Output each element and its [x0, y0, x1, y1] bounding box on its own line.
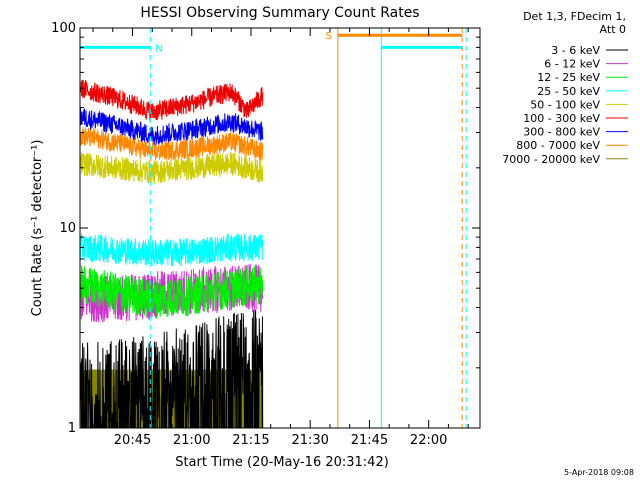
y-tick-label: 10 [59, 221, 76, 236]
legend-label: 100 - 300 keV [523, 112, 600, 125]
annotation-label: S [325, 31, 331, 42]
legend-label: 7000 - 20000 keV [502, 153, 600, 166]
series-line [79, 265, 264, 319]
x-axis-label: Start Time (20-May-16 20:31:42) [175, 455, 389, 470]
legend-label: 300 - 800 keV [523, 126, 600, 139]
x-tick-label: 22:00 [410, 433, 447, 448]
x-tick-label: 20:45 [114, 433, 151, 448]
axes: 20:45 21:00 21:15 21:30 21:45 22:00 1 10 100 [51, 21, 480, 448]
legend-label: 800 - 7000 keV [516, 139, 600, 152]
legend-title: Det 1,3, FDecim 1, [523, 10, 626, 23]
series-line [79, 79, 264, 122]
legend-title: Att 0 [600, 23, 626, 36]
legend-label: 3 - 6 keV [551, 44, 600, 57]
y-axis-label: Count Rate (s⁻¹ detector⁻¹) [30, 140, 45, 317]
chart-title: HESSI Observing Summary Count Rates [140, 5, 419, 21]
y-tick-label: 1 [68, 421, 76, 436]
legend-label: 50 - 100 keV [530, 98, 600, 111]
legend-label: 6 - 12 keV [544, 58, 600, 71]
footer-date: 5-Apr-2018 09:08 [564, 468, 634, 477]
series-line [79, 107, 264, 145]
series-line [79, 233, 264, 267]
series-line [79, 152, 264, 184]
x-tick-label: 21:45 [351, 433, 388, 448]
y-tick-label: 100 [51, 21, 76, 36]
plot-content: NS [79, 28, 467, 429]
x-tick-label: 21:15 [232, 433, 269, 448]
annotation-label: N [155, 43, 162, 54]
series-line [79, 127, 264, 162]
legend-label: 25 - 50 keV [537, 85, 600, 98]
x-tick-label: 21:00 [173, 433, 210, 448]
x-tick-label: 21:30 [291, 433, 328, 448]
legend-label: 12 - 25 keV [537, 71, 600, 84]
